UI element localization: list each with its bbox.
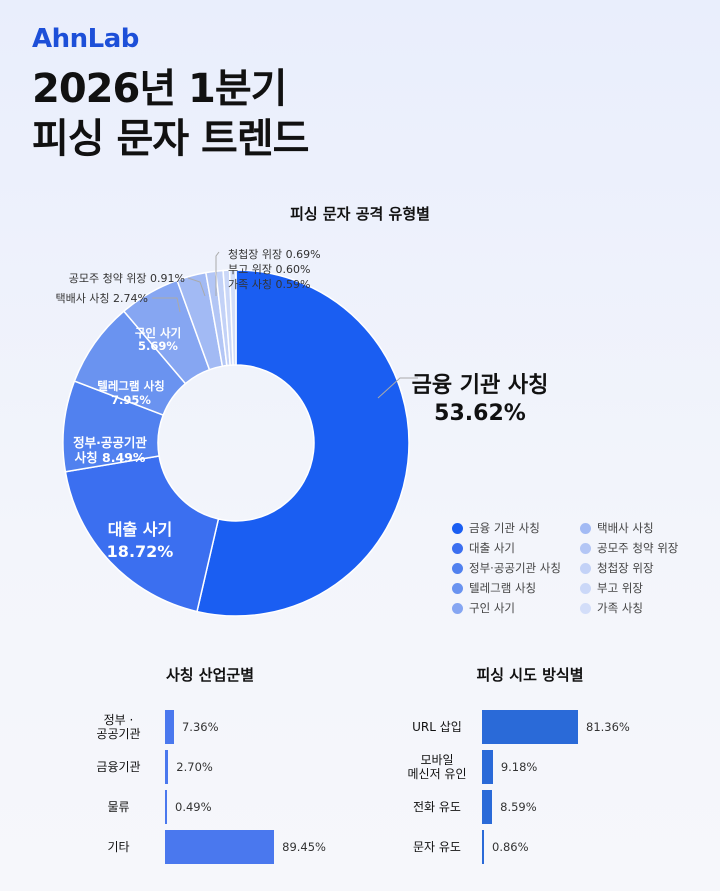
industry-chart-title: 사칭 산업군별	[165, 666, 255, 684]
donut-slice	[228, 269, 237, 366]
bar-row: URL 삽입 81.36%	[400, 710, 630, 744]
legend-label: 부고 위장	[597, 581, 643, 595]
legend-dot-icon	[580, 602, 591, 614]
legend-label: 청첩장 위장	[597, 561, 654, 575]
legend-item: 택배사 사칭	[580, 520, 690, 536]
slice-label: 53.62%	[434, 401, 526, 426]
legend-dot-icon	[580, 582, 591, 594]
title-line-1: 2026년 1분기	[32, 66, 288, 112]
slice-label: 사칭 8.49%	[75, 450, 146, 465]
legend-item: 가족 사칭	[580, 600, 690, 616]
legend-label: 가족 사칭	[597, 601, 643, 615]
slice-label: 구인 사기	[135, 326, 181, 340]
donut-slice	[64, 455, 220, 613]
legend-dot-icon	[452, 562, 463, 574]
ahnlab-logo: AhnLab	[32, 24, 139, 54]
slice-label: 대출 사기	[108, 520, 172, 539]
bar-value-label: 7.36%	[181, 720, 219, 734]
bar-value-label: 2.70%	[176, 760, 213, 774]
title-line-2: 피싱 문자 트렌드	[32, 116, 309, 162]
slice-label: 5.69%	[138, 339, 178, 353]
legend-label: 텔레그램 사칭	[469, 581, 537, 595]
legend-label: 대출 사기	[469, 541, 515, 555]
slice-label: 부고 위장 0.60%	[228, 263, 310, 276]
bar	[482, 710, 578, 744]
bar	[482, 830, 484, 864]
legend-label: 공모주 청약 위장	[597, 541, 679, 555]
leader-line	[377, 377, 418, 399]
bar-value-label: 0.86%	[492, 840, 529, 854]
legend-item: 정부·공공기관 사칭	[452, 560, 580, 576]
bar-row: 금융기관 2.70%	[80, 750, 213, 784]
page-title: 2026년 1분기 피싱 문자 트렌드	[32, 64, 309, 164]
bar-value-label: 81.36%	[586, 720, 630, 734]
bar-value-label: 9.18%	[500, 760, 538, 774]
bar	[165, 830, 275, 864]
legend-dot-icon	[580, 562, 591, 574]
bar-value-label: 0.49%	[175, 800, 212, 814]
bar-category-label: 금융기관	[96, 760, 141, 774]
bar	[165, 710, 174, 744]
legend-dot-icon	[452, 602, 463, 614]
leader-line	[187, 277, 206, 297]
slice-label: 청첩장 위장 0.69%	[228, 248, 321, 261]
donut-slice	[196, 269, 410, 617]
bar-row: 문자 유도 0.86%	[400, 830, 529, 864]
legend-label: 택배사 사칭	[597, 521, 654, 535]
legend-item: 청첩장 위장	[580, 560, 690, 576]
slice-label: 택배사 사칭 2.74%	[55, 292, 148, 305]
bar-category-label: URL 삽입	[412, 720, 462, 734]
legend-label: 정부·공공기관 사칭	[469, 561, 561, 575]
slice-label: 가족 사칭 0.59%	[228, 278, 310, 291]
bar	[165, 750, 169, 784]
slice-label: 금융 기관 사칭	[412, 373, 549, 398]
bar-row: 전화 유도 8.59%	[400, 790, 537, 824]
slice-label: 공모주 청약 위장 0.91%	[69, 271, 185, 285]
leader-line	[152, 297, 181, 313]
bar-row: 물류 0.49%	[80, 790, 212, 824]
bar-row: 정부 · 공공기관 7.36%	[80, 710, 219, 744]
bar-category-label: 모바일 메신저 유인	[407, 753, 467, 781]
legend-item: 금융 기관 사칭	[452, 520, 580, 536]
legend-item: 공모주 청약 위장	[580, 540, 690, 556]
slice-label: 18.72%	[107, 542, 174, 561]
legend-dot-icon	[452, 522, 463, 534]
bar-category-label: 정부 · 공공기관	[96, 713, 141, 741]
legend-item: 구인 사기	[452, 600, 580, 616]
legend-dot-icon	[452, 582, 463, 594]
bar-category-label: 문자 유도	[413, 840, 461, 854]
leader-line	[215, 251, 220, 296]
slice-label: 정부·공공기관	[73, 435, 147, 450]
legend-item: 부고 위장	[580, 580, 690, 596]
legend-label: 금융 기관 사칭	[469, 521, 540, 535]
slice-label: 7.95%	[111, 393, 151, 407]
bar-value-label: 8.59%	[500, 800, 537, 814]
bar-row: 모바일 메신저 유인 9.18%	[400, 750, 537, 784]
legend-label: 구인 사기	[469, 601, 515, 615]
legend-item: 대출 사기	[452, 540, 580, 556]
donut-title: 피싱 문자 공격 유형별	[290, 205, 430, 223]
slice-label: 텔레그램 사칭	[97, 379, 164, 393]
bar-category-label: 기타	[107, 840, 130, 854]
legend-dot-icon	[452, 542, 463, 554]
legend-item: 텔레그램 사칭	[452, 580, 580, 596]
legend-dot-icon	[580, 542, 591, 554]
bar-row: 기타 89.45%	[80, 830, 326, 864]
bar	[165, 790, 167, 824]
bar	[482, 790, 493, 824]
legend-dot-icon	[580, 522, 591, 534]
method-chart-title: 피싱 시도 방식별	[476, 666, 584, 684]
bar-category-label: 물류	[107, 800, 130, 814]
bar	[482, 750, 493, 784]
bar-category-label: 전화 유도	[413, 800, 461, 814]
bar-value-label: 89.45%	[282, 840, 326, 854]
